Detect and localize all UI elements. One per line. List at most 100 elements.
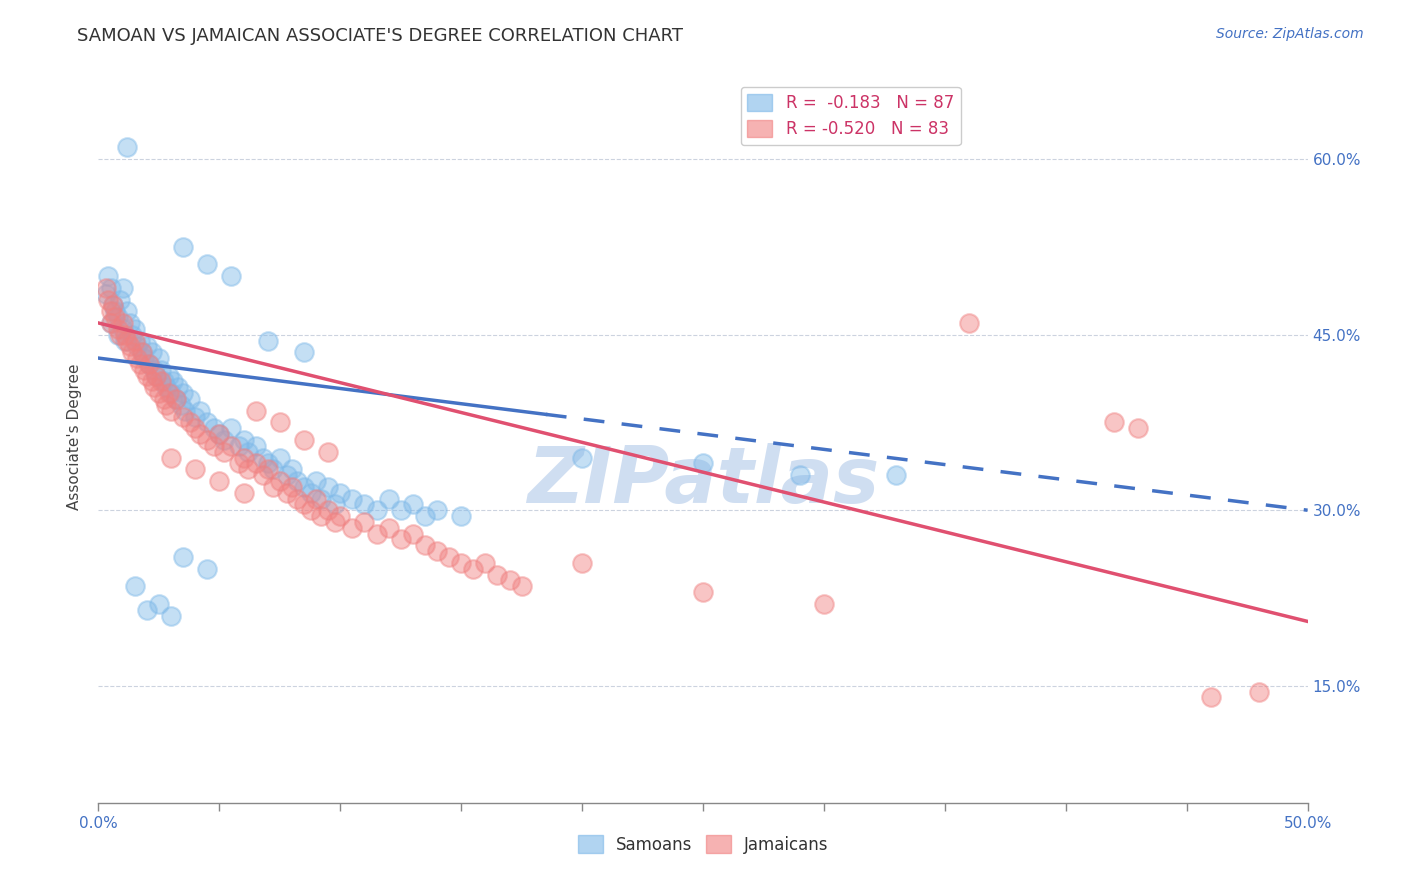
Point xyxy=(195,433,218,447)
Point xyxy=(204,421,226,435)
Point xyxy=(107,327,129,342)
Point xyxy=(299,503,322,517)
Point xyxy=(232,485,254,500)
Point xyxy=(100,316,122,330)
Point xyxy=(117,334,139,348)
Point xyxy=(309,509,332,524)
Point xyxy=(413,538,436,552)
Point xyxy=(208,427,231,442)
Point xyxy=(692,457,714,471)
Point xyxy=(292,480,315,494)
Point xyxy=(160,608,183,623)
Point xyxy=(124,579,146,593)
Point xyxy=(262,462,284,476)
Y-axis label: Associate's Degree: Associate's Degree xyxy=(67,364,83,510)
Point xyxy=(208,427,231,442)
Point xyxy=(143,363,166,377)
Point xyxy=(325,497,347,511)
Point xyxy=(256,457,278,471)
Point xyxy=(366,503,388,517)
Point xyxy=(195,416,218,430)
Point xyxy=(114,327,136,342)
Point xyxy=(789,468,811,483)
Point xyxy=(131,345,153,359)
Point xyxy=(402,497,425,511)
Point xyxy=(285,491,308,506)
Point xyxy=(437,549,460,564)
Text: SAMOAN VS JAMAICAN ASSOCIATE'S DEGREE CORRELATION CHART: SAMOAN VS JAMAICAN ASSOCIATE'S DEGREE CO… xyxy=(77,27,683,45)
Point xyxy=(179,416,201,430)
Point xyxy=(450,556,472,570)
Point xyxy=(124,322,146,336)
Point xyxy=(114,334,136,348)
Point xyxy=(169,398,191,412)
Point xyxy=(325,515,347,529)
Point xyxy=(957,316,980,330)
Point xyxy=(305,474,328,488)
Point xyxy=(221,269,243,284)
Point xyxy=(292,345,315,359)
Point xyxy=(184,462,207,476)
Point xyxy=(150,363,173,377)
Point xyxy=(141,345,163,359)
Point xyxy=(134,351,156,365)
Point xyxy=(413,509,436,524)
Point xyxy=(108,293,131,307)
Point xyxy=(172,549,194,564)
Point xyxy=(329,485,352,500)
Point xyxy=(155,380,177,394)
Point xyxy=(886,468,908,483)
Point xyxy=(111,281,134,295)
Point xyxy=(329,509,352,524)
Point xyxy=(148,351,170,365)
Point xyxy=(160,386,183,401)
Point xyxy=(221,439,243,453)
Point xyxy=(111,322,134,336)
Point xyxy=(208,474,231,488)
Point xyxy=(238,444,260,458)
Point xyxy=(150,375,173,389)
Point xyxy=(245,403,267,417)
Point xyxy=(143,380,166,394)
Point xyxy=(145,368,167,383)
Point xyxy=(1249,684,1271,698)
Point xyxy=(100,281,122,295)
Point xyxy=(100,304,122,318)
Point xyxy=(97,293,120,307)
Point xyxy=(245,439,267,453)
Point xyxy=(128,357,150,371)
Point xyxy=(292,433,315,447)
Point xyxy=(101,298,124,312)
Point xyxy=(463,562,485,576)
Legend: Samoans, Jamaicans: Samoans, Jamaicans xyxy=(571,829,835,860)
Point xyxy=(276,485,298,500)
Point xyxy=(256,462,278,476)
Point xyxy=(309,491,332,506)
Point xyxy=(204,439,226,453)
Point xyxy=(366,526,388,541)
Point xyxy=(141,375,163,389)
Point xyxy=(118,316,141,330)
Point xyxy=(172,409,194,424)
Point xyxy=(157,386,180,401)
Point xyxy=(174,403,197,417)
Point xyxy=(692,585,714,599)
Point xyxy=(148,386,170,401)
Point xyxy=(160,403,183,417)
Point xyxy=(138,357,160,371)
Point xyxy=(377,521,399,535)
Text: Source: ZipAtlas.com: Source: ZipAtlas.com xyxy=(1216,27,1364,41)
Point xyxy=(152,392,174,406)
Point xyxy=(353,515,375,529)
Point xyxy=(232,450,254,465)
Point xyxy=(292,497,315,511)
Point xyxy=(117,140,139,154)
Point xyxy=(377,491,399,506)
Point xyxy=(212,444,235,458)
Point xyxy=(104,304,127,318)
Point xyxy=(107,322,129,336)
Point xyxy=(1199,690,1222,705)
Point xyxy=(285,474,308,488)
Point xyxy=(184,421,207,435)
Point xyxy=(172,386,194,401)
